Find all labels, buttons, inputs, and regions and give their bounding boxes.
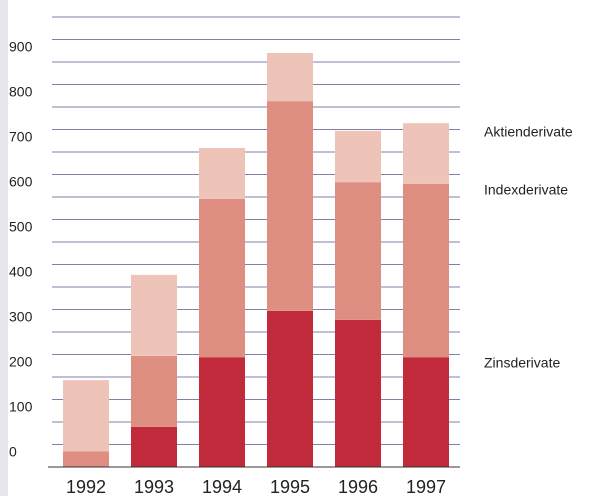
bar-segment <box>267 53 313 102</box>
legend-label: Indexderivate <box>484 182 568 198</box>
y-tick-label: 800 <box>9 84 33 100</box>
bar-segment <box>267 310 313 467</box>
y-tick-label: 700 <box>9 129 33 145</box>
bar-segment <box>63 451 109 467</box>
bar-segment <box>131 355 177 427</box>
legend-label: Zinsderivate <box>484 355 560 371</box>
bar-segment <box>267 101 313 311</box>
bar-segment <box>131 274 177 356</box>
x-tick-label: 1994 <box>202 477 242 496</box>
y-tick-label: 300 <box>9 309 33 325</box>
y-tick-label: 200 <box>9 354 33 370</box>
bar-segment <box>63 380 109 452</box>
bar-segment <box>403 123 449 184</box>
bar-segment <box>199 357 245 467</box>
y-tick-label: 500 <box>9 219 33 235</box>
x-tick-label: 1993 <box>134 477 174 496</box>
y-tick-label: 600 <box>9 174 33 190</box>
bar-segment <box>403 183 449 358</box>
y-tick-label: 900 <box>9 39 33 55</box>
bar-segment <box>199 147 245 199</box>
bar-segment <box>403 357 449 467</box>
x-tick-label: 1992 <box>66 477 106 496</box>
bar-segment <box>131 426 177 467</box>
bar-segment <box>335 130 381 183</box>
side-band <box>0 0 8 496</box>
y-tick-label: 0 <box>9 444 17 460</box>
bar-segment <box>335 319 381 467</box>
legend-label: Aktienderivate <box>484 124 573 140</box>
x-tick-label: 1997 <box>406 477 446 496</box>
x-tick-label: 1996 <box>338 477 378 496</box>
y-tick-label: 100 <box>9 399 33 415</box>
y-tick-label: 400 <box>9 264 33 280</box>
bar-segment <box>335 182 381 320</box>
x-tick-label: 1995 <box>270 477 310 496</box>
bar-segment <box>199 198 245 358</box>
